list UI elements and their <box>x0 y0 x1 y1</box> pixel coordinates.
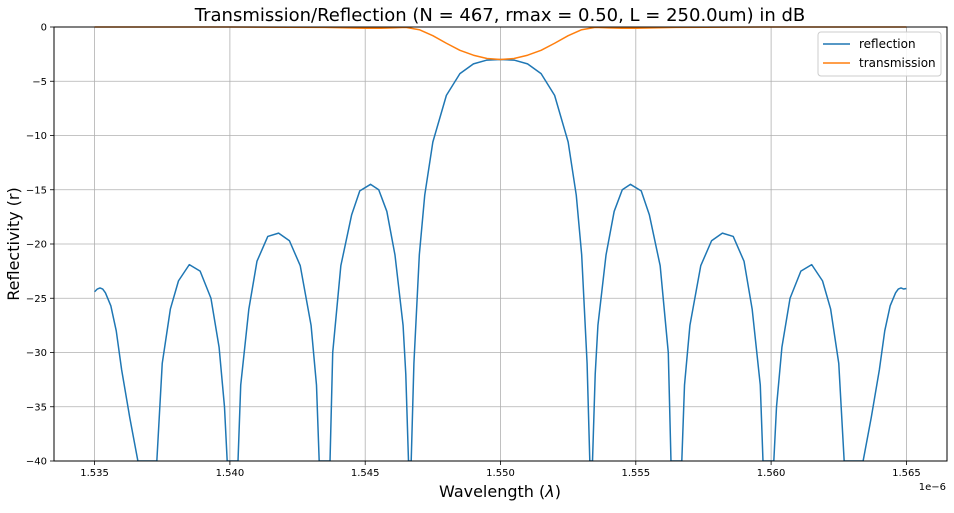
y-axis-title: Reflectivity (r) <box>4 187 23 300</box>
grid-lines <box>54 26 947 462</box>
x-tick-label: 1.560 <box>757 468 786 479</box>
x-tick-label: 1.545 <box>351 468 380 479</box>
chart-title: Transmission/Reflection (N = 467, rmax =… <box>194 5 805 26</box>
x-tick-label: 1.555 <box>621 468 650 479</box>
x-axis-title-lambda: λ <box>544 482 554 501</box>
y-tick-label: −35 <box>26 402 47 413</box>
y-tick-label: −10 <box>26 131 47 142</box>
x-tick-label: 1.535 <box>80 468 109 479</box>
legend-reflection-label: reflection <box>859 37 916 51</box>
legend-transmission-label: transmission <box>859 56 936 70</box>
y-tick-label: 0 <box>41 23 47 34</box>
x-axis-ticks: 1.535 1.540 1.545 1.550 1.555 1.560 1.565 <box>80 461 921 479</box>
legend-box <box>817 31 942 77</box>
y-tick-label: −40 <box>26 457 47 468</box>
y-tick-label: −25 <box>26 294 47 305</box>
x-axis-title-text: Wavelength ( <box>439 482 545 501</box>
x-axis-offset-label: 1e−6 <box>919 482 946 493</box>
y-axis-ticks: 0 −5 −10 −15 −20 −25 −30 −35 −40 <box>26 23 54 468</box>
y-tick-label: −30 <box>26 348 47 359</box>
x-tick-label: 1.565 <box>892 468 921 479</box>
series-line-transmission <box>94 26 907 61</box>
series-lines <box>94 26 907 461</box>
x-axis-title-close: ) <box>555 482 561 501</box>
x-tick-label: 1.550 <box>486 468 515 479</box>
y-tick-label: −20 <box>26 240 47 251</box>
x-tick-label: 1.540 <box>216 468 245 479</box>
y-tick-label: −15 <box>26 185 47 196</box>
legend: reflection transmission <box>817 31 942 77</box>
y-tick-label: −5 <box>32 77 47 88</box>
x-axis-title: Wavelength (λ) <box>439 482 561 501</box>
